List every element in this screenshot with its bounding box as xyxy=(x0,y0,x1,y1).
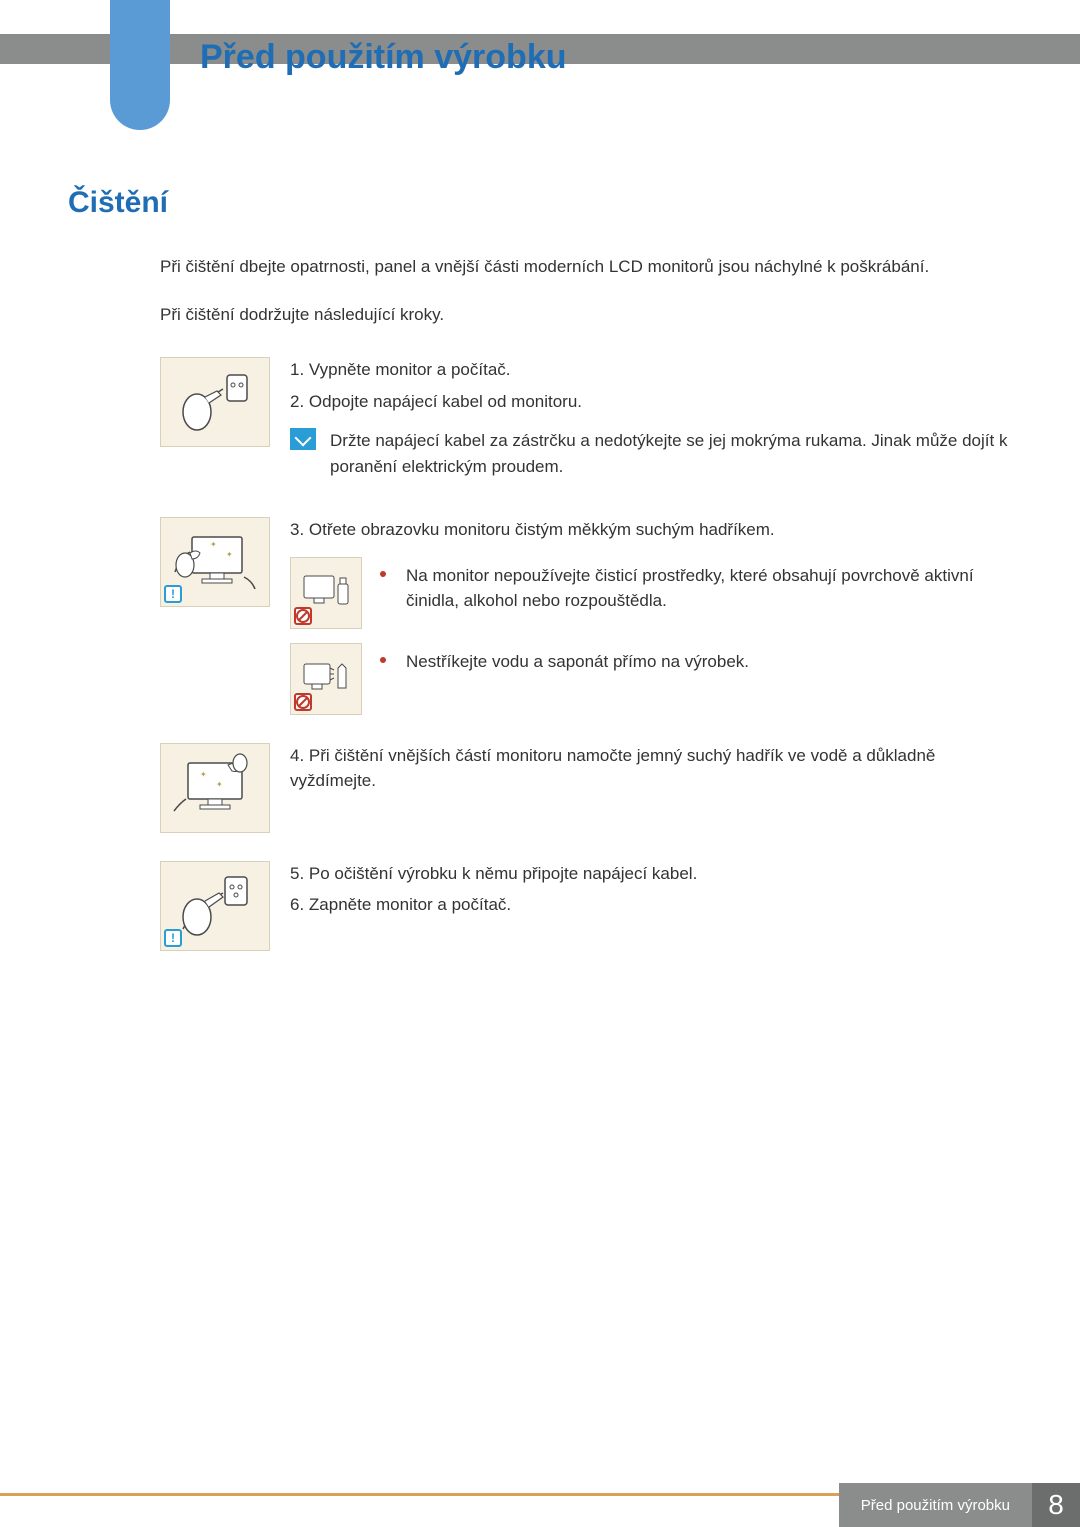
thumb-reconnect: ! xyxy=(160,861,270,951)
svg-text:✦: ✦ xyxy=(210,540,217,549)
intro-line1: Při čištění dbejte opatrnosti, panel a v… xyxy=(160,254,1012,280)
step3-bullet1-text: Na monitor nepoužívejte čisticí prostřed… xyxy=(406,563,1012,614)
step-5-6-text: 5. Po očištění výrobku k němu připojte n… xyxy=(290,861,1012,918)
step2-note-row: Držte napájecí kabel za zástrčku a nedot… xyxy=(290,428,1012,479)
thumb-no-spray xyxy=(290,643,362,715)
svg-text:✦: ✦ xyxy=(216,780,223,789)
step-4-row: ✦ ✦ 4. Při čištění vnějších částí monito… xyxy=(160,743,1012,833)
step-1-2-row: 1. Vypněte monitor a počítač. 2. Odpojte… xyxy=(160,357,1012,489)
page-footer: Před použitím výrobku 8 xyxy=(0,1483,1080,1527)
svg-text:✦: ✦ xyxy=(226,550,233,559)
footer-label: Před použitím výrobku xyxy=(839,1483,1032,1527)
step6-text: 6. Zapněte monitor a počítač. xyxy=(290,892,1012,918)
thumb-wipe-screen: ✦ ✦ ! xyxy=(160,517,270,607)
info-badge-icon: ! xyxy=(164,585,182,603)
thumb-no-cleaner xyxy=(290,557,362,629)
step2-note-text: Držte napájecí kabel za zástrčku a nedot… xyxy=(330,428,1012,479)
svg-text:✦: ✦ xyxy=(200,770,207,779)
section-title: Čištění xyxy=(68,186,168,220)
step5-text: 5. Po očištění výrobku k němu připojte n… xyxy=(290,861,1012,887)
step2-text: 2. Odpojte napájecí kabel od monitoru. xyxy=(290,389,1012,415)
step-5-6-row: ! 5. Po očištění výrobku k němu připojte… xyxy=(160,861,1012,951)
header-title: Před použitím výrobku xyxy=(200,38,567,77)
step1-text: 1. Vypněte monitor a počítač. xyxy=(290,357,1012,383)
note-check-icon xyxy=(290,428,316,450)
info-badge-icon: ! xyxy=(164,929,182,947)
thumb-unplug xyxy=(160,357,270,447)
bullet-dot-icon xyxy=(380,657,386,663)
step3-sub2: Nestříkejte vodu a saponát přímo na výro… xyxy=(290,643,1012,715)
footer-bar xyxy=(0,1493,839,1527)
step3-text: 3. Otřete obrazovku monitoru čistým měkk… xyxy=(290,517,1012,543)
footer-page-number: 8 xyxy=(1032,1483,1080,1527)
bullet1-row: Na monitor nepoužívejte čisticí prostřed… xyxy=(380,563,1012,629)
prohibited-badge-icon xyxy=(294,607,312,625)
step3-bullet2-text: Nestříkejte vodu a saponát přímo na výro… xyxy=(406,649,749,675)
bullet2-row: Nestříkejte vodu a saponát přímo na výro… xyxy=(380,649,1012,715)
intro-line2: Při čištění dodržujte následující kroky. xyxy=(160,302,1012,328)
step4-text: 4. Při čištění vnějších částí monitoru n… xyxy=(290,743,1012,794)
prohibited-badge-icon xyxy=(294,693,312,711)
thumb-wipe-exterior: ✦ ✦ xyxy=(160,743,270,833)
content-area: Při čištění dbejte opatrnosti, panel a v… xyxy=(160,254,1012,979)
step-3-row: ✦ ✦ ! 3. Otřete obrazovku monitoru čistý… xyxy=(160,517,1012,715)
step3-text-block: 3. Otřete obrazovku monitoru čistým měkk… xyxy=(290,517,1012,715)
step3-sub1: Na monitor nepoužívejte čisticí prostřed… xyxy=(290,557,1012,629)
header-tab xyxy=(110,0,170,130)
step-1-2-text: 1. Vypněte monitor a počítač. 2. Odpojte… xyxy=(290,357,1012,489)
bullet-dot-icon xyxy=(380,571,386,577)
